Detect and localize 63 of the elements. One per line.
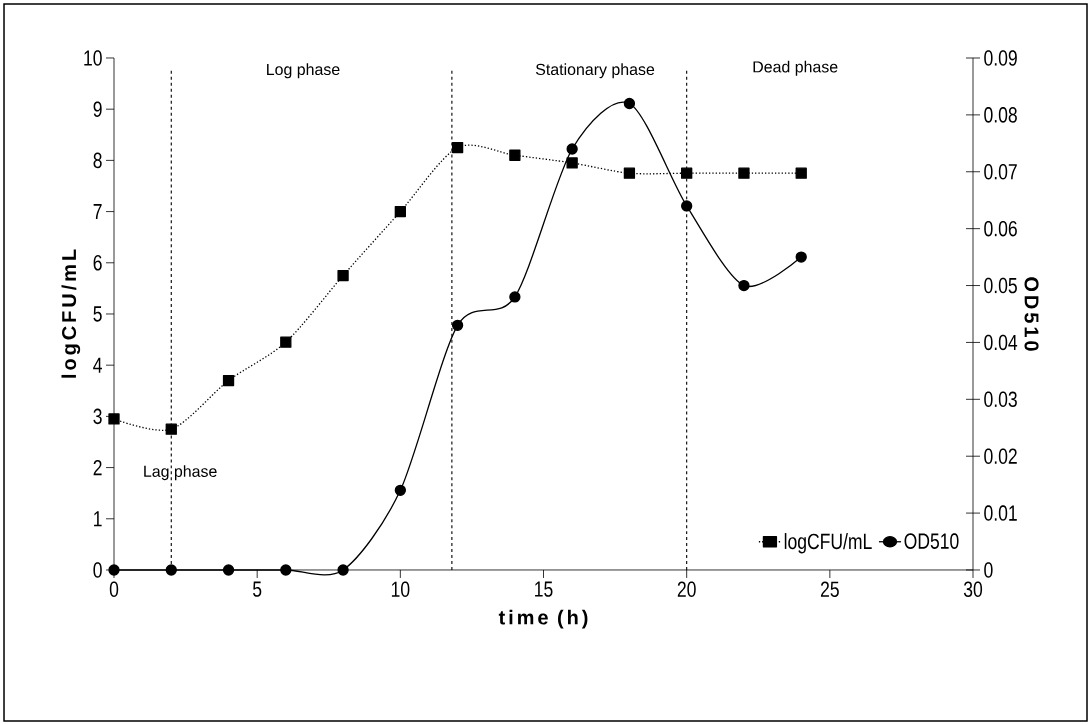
legend-label: OD510 bbox=[904, 533, 959, 549]
annotation: Lag phase bbox=[144, 465, 217, 481]
y2-axis-title: OD510 bbox=[1024, 277, 1039, 351]
y-tick-label: 7 bbox=[93, 204, 102, 220]
point bbox=[681, 167, 693, 179]
point bbox=[738, 167, 750, 179]
y-tick-label: 0 bbox=[93, 562, 102, 578]
y-tick-label: 8 bbox=[93, 152, 102, 169]
y2-tick-label: 0.05 bbox=[984, 277, 1017, 294]
y2-tick-label: 0.06 bbox=[984, 220, 1017, 237]
x-tick-label: 5 bbox=[253, 581, 262, 597]
point bbox=[738, 279, 750, 292]
y-tick-label: 9 bbox=[93, 101, 102, 117]
annotation: Log phase bbox=[267, 63, 340, 79]
y2-tick-label: 0.08 bbox=[984, 107, 1017, 123]
x-axis-title: time (h) bbox=[498, 609, 588, 629]
y-tick-label: 4 bbox=[93, 357, 102, 373]
y2-tick-label: 0 bbox=[984, 562, 993, 578]
x-tick-label: 25 bbox=[820, 581, 839, 598]
point bbox=[280, 336, 292, 348]
point bbox=[108, 564, 120, 576]
y2-tick-label: 0.03 bbox=[984, 391, 1017, 408]
x-tick-label: 10 bbox=[391, 581, 410, 598]
point bbox=[623, 97, 636, 110]
y-tick-label: 1 bbox=[94, 511, 102, 527]
y-tick-label: 10 bbox=[84, 50, 102, 66]
point bbox=[394, 484, 406, 496]
point bbox=[165, 564, 177, 576]
y2-tick-label: 0.07 bbox=[984, 164, 1017, 180]
point bbox=[509, 149, 521, 161]
point bbox=[108, 413, 120, 425]
x-tick-label: 15 bbox=[535, 581, 553, 597]
x-tick-label: 0 bbox=[109, 581, 119, 598]
y-tick-label: 6 bbox=[93, 255, 102, 271]
point bbox=[566, 143, 578, 155]
point bbox=[394, 205, 406, 218]
y-tick-label: 5 bbox=[93, 306, 102, 322]
point bbox=[337, 269, 349, 282]
y-axis-title: logCFU/mL bbox=[61, 249, 81, 378]
legend-label: logCFU/mL bbox=[784, 533, 872, 554]
y2-tick-label: 0.04 bbox=[984, 334, 1018, 351]
point bbox=[623, 167, 636, 179]
annotation: Dead phase bbox=[753, 60, 838, 76]
y2-tick-label: 0.09 bbox=[984, 50, 1017, 66]
x-tick-label: 20 bbox=[677, 581, 696, 598]
point bbox=[795, 251, 807, 263]
y2-tick-label: 0.01 bbox=[984, 505, 1017, 521]
point bbox=[280, 564, 292, 576]
y-tick-label: 3 bbox=[93, 408, 102, 425]
point bbox=[795, 167, 807, 179]
point bbox=[222, 564, 235, 576]
y-tick-label: 2 bbox=[93, 459, 102, 476]
point bbox=[337, 564, 349, 576]
point bbox=[165, 423, 177, 435]
y2-tick-label: 0.02 bbox=[984, 448, 1017, 464]
point bbox=[451, 141, 464, 154]
point bbox=[566, 157, 578, 169]
x-tick-label: 30 bbox=[963, 581, 983, 598]
point bbox=[509, 291, 521, 303]
annotation: Stationary phase bbox=[535, 63, 655, 79]
point bbox=[451, 319, 464, 332]
point bbox=[681, 200, 693, 212]
point bbox=[222, 374, 235, 387]
